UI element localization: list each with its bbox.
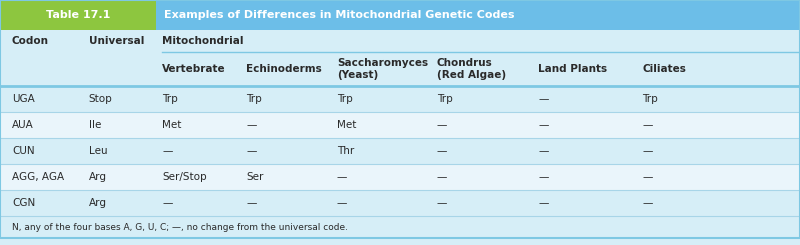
Text: CGN: CGN	[12, 198, 35, 208]
Text: Thr: Thr	[337, 146, 354, 156]
Text: —: —	[246, 146, 257, 156]
Text: Land Plants: Land Plants	[538, 64, 607, 74]
Text: —: —	[538, 120, 549, 130]
Text: —: —	[437, 172, 447, 182]
Text: Stop: Stop	[89, 94, 113, 104]
Text: N, any of the four bases A, G, U, C; —, no change from the universal code.: N, any of the four bases A, G, U, C; —, …	[12, 222, 348, 232]
FancyBboxPatch shape	[0, 190, 800, 216]
Text: Ile: Ile	[89, 120, 101, 130]
Text: —: —	[246, 120, 257, 130]
FancyBboxPatch shape	[0, 30, 800, 52]
Text: —: —	[437, 120, 447, 130]
Text: Codon: Codon	[12, 36, 49, 46]
Text: —: —	[642, 172, 653, 182]
Text: Ser: Ser	[246, 172, 264, 182]
Text: —: —	[642, 146, 653, 156]
Text: —: —	[337, 172, 347, 182]
Text: Arg: Arg	[89, 198, 107, 208]
FancyBboxPatch shape	[0, 0, 800, 30]
Text: —: —	[437, 146, 447, 156]
Text: AUA: AUA	[12, 120, 34, 130]
Text: Table 17.1: Table 17.1	[46, 10, 110, 20]
FancyBboxPatch shape	[0, 216, 800, 238]
FancyBboxPatch shape	[0, 164, 800, 190]
Text: Leu: Leu	[89, 146, 107, 156]
FancyBboxPatch shape	[0, 112, 800, 138]
Text: Trp: Trp	[246, 94, 262, 104]
Text: Universal: Universal	[89, 36, 144, 46]
Text: —: —	[437, 198, 447, 208]
Text: Ser/Stop: Ser/Stop	[162, 172, 207, 182]
Text: CUN: CUN	[12, 146, 34, 156]
Text: —: —	[642, 198, 653, 208]
Text: Ciliates: Ciliates	[642, 64, 686, 74]
Text: Echinoderms: Echinoderms	[246, 64, 322, 74]
FancyBboxPatch shape	[0, 0, 156, 30]
Text: —: —	[162, 146, 173, 156]
Text: Chondrus
(Red Algae): Chondrus (Red Algae)	[437, 58, 506, 80]
FancyBboxPatch shape	[0, 138, 800, 164]
Text: —: —	[337, 198, 347, 208]
Text: Vertebrate: Vertebrate	[162, 64, 226, 74]
Text: —: —	[538, 198, 549, 208]
Text: Met: Met	[162, 120, 182, 130]
Text: —: —	[246, 198, 257, 208]
Text: Trp: Trp	[642, 94, 658, 104]
Text: AGG, AGA: AGG, AGA	[12, 172, 64, 182]
Text: —: —	[642, 120, 653, 130]
Text: Examples of Differences in Mitochondrial Genetic Codes: Examples of Differences in Mitochondrial…	[164, 10, 514, 20]
FancyBboxPatch shape	[0, 52, 800, 86]
Text: Trp: Trp	[437, 94, 453, 104]
Text: Trp: Trp	[337, 94, 353, 104]
Text: Met: Met	[337, 120, 356, 130]
Text: —: —	[538, 146, 549, 156]
Text: —: —	[162, 198, 173, 208]
Text: Saccharomyces
(Yeast): Saccharomyces (Yeast)	[337, 58, 428, 80]
Text: Arg: Arg	[89, 172, 107, 182]
Text: —: —	[538, 94, 549, 104]
Text: —: —	[538, 172, 549, 182]
FancyBboxPatch shape	[0, 86, 800, 112]
Text: Trp: Trp	[162, 94, 178, 104]
Text: UGA: UGA	[12, 94, 34, 104]
Text: Mitochondrial: Mitochondrial	[162, 36, 244, 46]
